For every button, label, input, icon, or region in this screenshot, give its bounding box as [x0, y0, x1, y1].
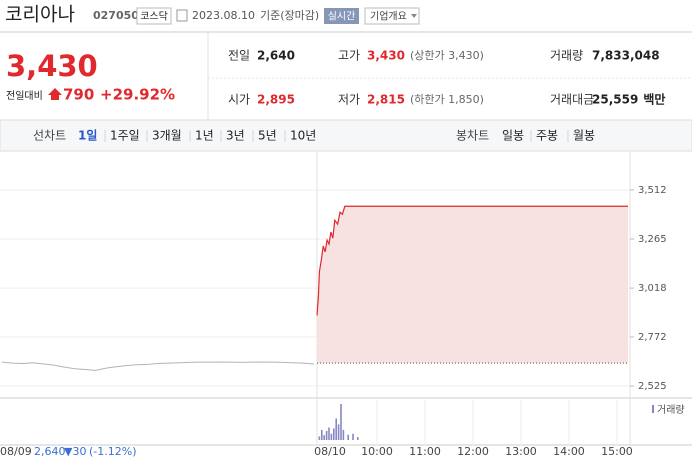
- market-box: [136, 7, 172, 25]
- price: 3,430: [6, 49, 98, 83]
- date: 2023.08.10: [192, 9, 255, 22]
- volume-bar: [320, 429, 323, 440]
- stat-value: 3,430: [367, 49, 405, 63]
- stat-label: 저가: [338, 93, 360, 107]
- today-area: [317, 206, 628, 364]
- volume-bar: [337, 424, 340, 440]
- x-tick-label: 13:00: [505, 445, 537, 458]
- volume-bar: [347, 434, 349, 440]
- x-tick-label: 12:00: [457, 445, 489, 458]
- stat-label: 전일: [228, 49, 250, 63]
- stat-extra: (상한가 3,430): [410, 49, 484, 62]
- change-label: 전일대비: [6, 90, 43, 102]
- footer-change: ▼30: [64, 445, 86, 458]
- today-line: [316, 205, 628, 316]
- period-tab[interactable]: 5년: [258, 129, 277, 143]
- period-tab[interactable]: 3년: [226, 129, 245, 143]
- volume-bar: [330, 433, 333, 440]
- volume-bar: [318, 436, 321, 440]
- stat-value: 25,559: [592, 93, 638, 107]
- change-pct: +29.92%: [100, 86, 175, 104]
- stat-label: 거래대금: [550, 93, 594, 107]
- volume-bar: [328, 427, 330, 440]
- stat-value: 2,895: [257, 93, 295, 107]
- period-tab[interactable]: 3개월: [152, 129, 182, 143]
- y-tick-label: 3,018: [638, 283, 667, 294]
- period-tab[interactable]: 1년: [195, 129, 214, 143]
- basis: 기준(장마감): [260, 9, 319, 22]
- stat-value: 2,640: [257, 49, 295, 63]
- volume-bar: [325, 430, 328, 440]
- stat-unit: 백만: [643, 92, 665, 107]
- volume-bar: [342, 429, 345, 440]
- stat-value: 7,833,048: [592, 49, 660, 63]
- volume-legend-swatch: [652, 405, 654, 413]
- volume-bar: [323, 435, 325, 440]
- realtime-box[interactable]: [324, 8, 359, 24]
- footer-price: 2,640: [34, 445, 66, 458]
- x-tick-label: 15:00: [601, 445, 633, 458]
- prev-day-line: [1, 361, 315, 371]
- volume-bar: [335, 418, 337, 440]
- market: 코스닥: [140, 11, 168, 23]
- y-tick-label: 3,265: [638, 234, 667, 245]
- stock-name: 코리아나: [5, 4, 75, 26]
- change: 790: [63, 86, 94, 104]
- stat-label: 고가: [338, 49, 360, 63]
- candle-chart-label: 봉차트: [456, 129, 489, 143]
- x-tick-label: 10:00: [361, 445, 393, 458]
- candle-tab[interactable]: 일봉: [502, 129, 524, 143]
- volume-bar: [356, 437, 359, 440]
- stat-label: 거래량: [550, 49, 583, 63]
- volume-bar: [332, 428, 335, 440]
- stock-code: 027050: [93, 9, 139, 22]
- volume-bar: [340, 404, 342, 440]
- company-info-box[interactable]: [364, 7, 420, 25]
- dropdown-arrow: [411, 14, 417, 18]
- tab-bar: [0, 119, 692, 152]
- y-tick-label: 2,525: [638, 381, 667, 392]
- stat-value: 2,815: [367, 93, 405, 107]
- x-tick-label: 11:00: [409, 445, 441, 458]
- y-tick-label: 3,512: [638, 185, 667, 196]
- company-info[interactable]: 기업개요: [370, 10, 407, 23]
- x-tick-label: 14:00: [553, 445, 585, 458]
- stat-extra: (하한가 1,850): [410, 92, 484, 106]
- x-tick-label: 08/10: [314, 445, 346, 458]
- y-tick-label: 2,772: [638, 332, 667, 343]
- stat-label: 시가: [228, 93, 250, 107]
- candle-tab[interactable]: 월봉: [573, 129, 595, 143]
- calendar-icon: [176, 9, 188, 22]
- period-tab[interactable]: 1일: [78, 129, 97, 143]
- period-tab[interactable]: 10년: [290, 129, 316, 143]
- line-chart-label: 선차트: [33, 129, 66, 143]
- footer-date: 08/09: [0, 445, 32, 458]
- footer-pct: (-1.12%): [89, 445, 137, 458]
- candle-tab[interactable]: 주봉: [536, 129, 558, 143]
- volume-legend: 거래량: [657, 404, 685, 416]
- period-tab[interactable]: 1주일: [110, 129, 140, 143]
- volume-bar: [352, 433, 354, 440]
- up-arrow: [48, 88, 62, 100]
- realtime[interactable]: 실시간: [328, 11, 356, 23]
